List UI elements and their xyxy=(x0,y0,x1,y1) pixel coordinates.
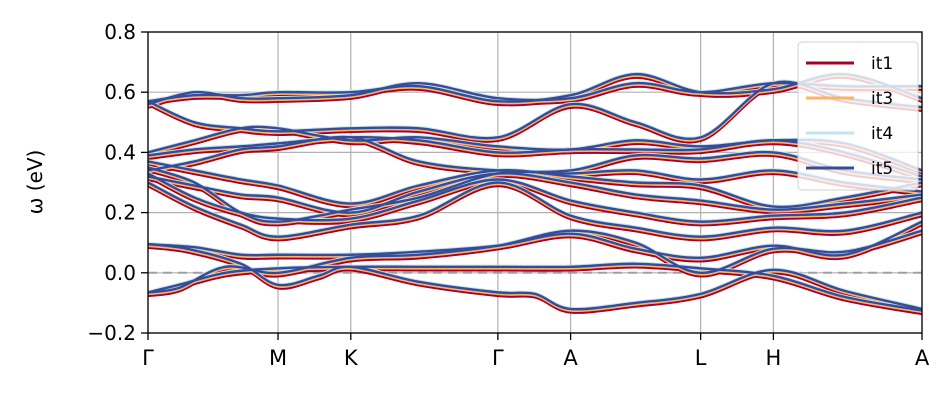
y-tick-label-3: 0.4 xyxy=(104,140,136,164)
band-it1-8 xyxy=(148,170,922,227)
legend-label-it3: it3 xyxy=(871,89,893,109)
y-tick-label-5: 0.8 xyxy=(104,20,136,44)
band-it5-0 xyxy=(148,262,922,312)
band-curves xyxy=(148,71,922,316)
y-tick-label-0: −0.2 xyxy=(87,321,136,345)
x-tick-label-1: M xyxy=(269,346,287,370)
plot-frame xyxy=(147,31,923,334)
x-tick-label-6: H xyxy=(765,346,781,370)
x-tick-label-7: A xyxy=(915,346,930,370)
band-it5-14 xyxy=(148,81,922,106)
x-tick-label-2: K xyxy=(344,346,359,370)
band-it5-13 xyxy=(148,72,922,103)
y-tick-label-1: 0.0 xyxy=(104,261,136,285)
x-tick-label-4: A xyxy=(563,346,578,370)
legend: it1 it3 it4 it5 xyxy=(797,41,919,191)
band-it1-0 xyxy=(148,266,922,316)
x-tick-label-0: Γ xyxy=(142,346,154,370)
x-tick-label-3: Γ xyxy=(492,346,504,370)
band-it3-8 xyxy=(148,168,922,225)
band-it3-0 xyxy=(148,264,922,314)
y-tick-label-4: 0.6 xyxy=(104,80,136,104)
y-tick-label-2: 0.2 xyxy=(104,201,136,225)
legend-label-it4: it4 xyxy=(871,124,893,144)
y-axis-label: ω (eV) xyxy=(23,150,47,215)
series-it5 xyxy=(148,72,922,312)
band-it5-3 xyxy=(148,220,922,259)
band-it5-1 xyxy=(148,243,922,311)
legend-label-it5: it5 xyxy=(871,159,893,179)
x-tick-label-5: L xyxy=(695,346,707,370)
band-it3-4 xyxy=(148,183,922,240)
band-it5-4 xyxy=(148,181,922,238)
y-axis-ticks: −0.2 0.0 0.2 0.4 0.6 0.8 xyxy=(87,20,148,345)
band-it5-9 xyxy=(148,135,922,181)
legend-label-it1: it1 xyxy=(871,54,893,74)
legend-box xyxy=(797,41,919,191)
band-it1-4 xyxy=(148,185,922,242)
band-it5-8 xyxy=(148,166,922,223)
